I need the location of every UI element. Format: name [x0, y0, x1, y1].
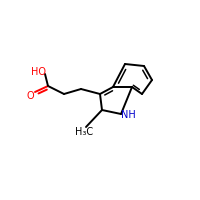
Text: HO: HO [32, 67, 46, 77]
Text: H₃C: H₃C [75, 127, 93, 137]
Text: NH: NH [121, 110, 136, 120]
Text: O: O [27, 91, 34, 101]
